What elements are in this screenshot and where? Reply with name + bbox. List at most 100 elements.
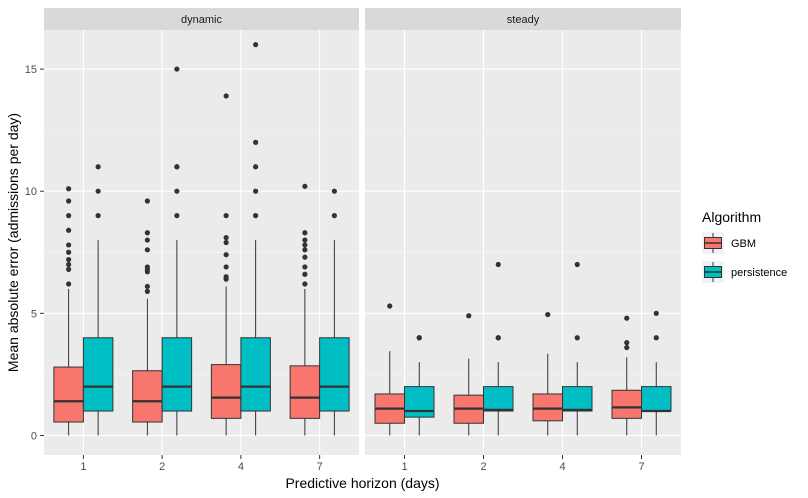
box-persistence-1 bbox=[404, 335, 435, 436]
strip-bg bbox=[44, 8, 359, 30]
box-iqr bbox=[132, 370, 163, 423]
legend-item-persistence: persistence bbox=[702, 261, 787, 283]
outlier-point bbox=[174, 164, 180, 170]
box-iqr bbox=[483, 386, 514, 412]
outlier-point bbox=[66, 266, 72, 272]
outlier-point bbox=[95, 213, 101, 219]
outlier-point bbox=[174, 213, 180, 219]
box-GBM-4 bbox=[210, 93, 242, 436]
outlier-point bbox=[253, 42, 259, 48]
outlier-point bbox=[174, 188, 180, 194]
x-tick-label: 4 bbox=[238, 461, 244, 473]
box-iqr bbox=[161, 337, 193, 412]
outlier-point bbox=[387, 303, 393, 309]
outlier-point bbox=[302, 230, 308, 236]
x-tick-label: 2 bbox=[480, 461, 486, 473]
y-tick-label: 15 bbox=[25, 64, 37, 76]
box-GBM-1 bbox=[374, 303, 405, 436]
outlier-point bbox=[144, 264, 150, 270]
box-persistence-1 bbox=[82, 164, 114, 436]
outlier-point bbox=[223, 274, 229, 280]
outlier-point bbox=[253, 213, 259, 219]
outlier-point bbox=[253, 139, 259, 145]
strip-label: steady bbox=[507, 14, 540, 26]
outlier-point bbox=[302, 237, 308, 243]
outlier-point bbox=[574, 261, 580, 268]
outlier-point bbox=[66, 242, 72, 248]
x-tick-label: 1 bbox=[401, 461, 407, 473]
outlier-point bbox=[223, 213, 229, 219]
panel-steady: steady 1 2 4 7 bbox=[365, 8, 681, 473]
outlier-point bbox=[95, 164, 101, 170]
outlier-point bbox=[302, 271, 308, 277]
legend-label: GBM bbox=[731, 238, 756, 250]
outlier-point bbox=[253, 164, 259, 170]
x-tick-label: 7 bbox=[317, 461, 323, 473]
outlier-point bbox=[66, 198, 72, 204]
outlier-point bbox=[495, 261, 501, 268]
box-persistence-4 bbox=[562, 261, 593, 436]
x-tick-label: 4 bbox=[559, 461, 565, 473]
y-tick-label: 10 bbox=[25, 186, 37, 198]
outlier-point bbox=[302, 242, 308, 248]
outlier-point bbox=[66, 186, 72, 192]
box-GBM-7 bbox=[289, 183, 321, 436]
box-iqr bbox=[82, 337, 114, 412]
outlier-point bbox=[495, 335, 501, 341]
legend-item-GBM: GBM bbox=[702, 232, 756, 254]
box-iqr bbox=[562, 386, 593, 412]
outlier-point bbox=[144, 283, 150, 290]
outlier-point bbox=[331, 188, 337, 194]
outlier-point bbox=[66, 227, 72, 233]
outlier-point bbox=[302, 247, 308, 253]
outlier-point bbox=[624, 315, 630, 321]
legend-title: Algorithm bbox=[702, 209, 761, 225]
outlier-point bbox=[223, 252, 229, 258]
panels-layer: dynamic 1 2 4 7 steady 1 2 4 7 bbox=[44, 8, 681, 473]
box-iqr bbox=[404, 386, 435, 418]
y-tick-label: 0 bbox=[31, 430, 37, 442]
box-GBM-1 bbox=[53, 186, 84, 436]
y-tick-label: 5 bbox=[31, 308, 37, 320]
outlier-point bbox=[144, 237, 150, 243]
box-persistence-2 bbox=[483, 261, 514, 436]
box-GBM-7 bbox=[611, 315, 642, 436]
outlier-point bbox=[66, 249, 72, 255]
legend-items: GBM persistence bbox=[702, 232, 787, 283]
box-persistence-2 bbox=[161, 66, 193, 436]
outlier-point bbox=[174, 66, 180, 72]
outlier-point bbox=[466, 313, 472, 319]
outlier-point bbox=[144, 247, 150, 253]
outlier-point bbox=[144, 288, 150, 294]
outlier-point bbox=[302, 254, 308, 260]
outlier-point bbox=[416, 335, 422, 341]
x-axis-title: Predictive horizon (days) bbox=[285, 475, 439, 491]
outlier-point bbox=[66, 261, 72, 268]
outlier-point bbox=[223, 264, 229, 270]
outlier-point bbox=[624, 340, 630, 346]
outlier-point bbox=[574, 335, 580, 341]
box-iqr bbox=[210, 364, 242, 419]
outlier-point bbox=[545, 311, 551, 318]
y-axis-title: Mean absolute error (admissions per day) bbox=[5, 113, 21, 372]
outlier-point bbox=[66, 213, 72, 219]
outlier-point bbox=[144, 198, 150, 204]
box-GBM-2 bbox=[453, 313, 484, 436]
box-GBM-2 bbox=[132, 198, 163, 436]
box-iqr bbox=[53, 366, 84, 423]
y-axis: 0 5 10 15 bbox=[25, 64, 44, 442]
x-tick-label: 7 bbox=[638, 461, 644, 473]
box-iqr bbox=[240, 337, 271, 412]
x-tick-label: 2 bbox=[159, 461, 165, 473]
box-persistence-7 bbox=[319, 188, 350, 436]
box-iqr bbox=[611, 389, 642, 419]
outlier-point bbox=[66, 281, 72, 287]
outlier-point bbox=[223, 93, 229, 99]
box-persistence-7 bbox=[641, 310, 672, 436]
outlier-point bbox=[624, 344, 630, 351]
x-tick-label: 1 bbox=[80, 461, 86, 473]
outlier-point bbox=[302, 264, 308, 270]
panel-dynamic: dynamic 1 2 4 7 bbox=[44, 8, 359, 473]
outlier-point bbox=[653, 310, 659, 316]
